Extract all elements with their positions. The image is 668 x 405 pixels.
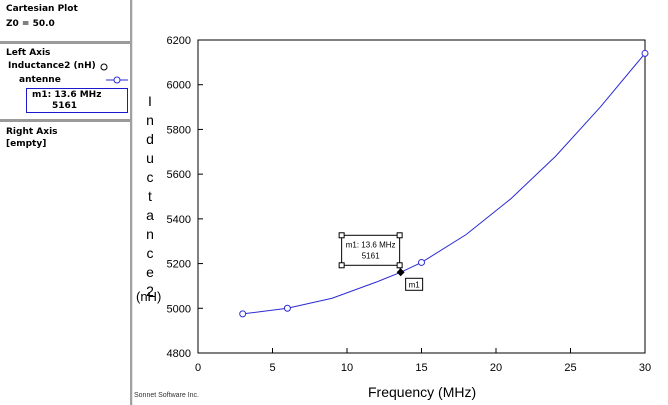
x-tick-label: 15	[415, 362, 427, 374]
panel-divider	[0, 119, 130, 122]
series-name[interactable]: antenne	[19, 75, 61, 85]
y-tick-label: 6200	[167, 35, 191, 47]
z0-label: Z0 = 50.0	[6, 19, 55, 29]
marker-readout-frequency: m1: 13.6 MHz	[32, 90, 102, 100]
panel-splitter[interactable]	[130, 0, 132, 405]
panel-divider	[0, 41, 130, 44]
marker-name-label: m1	[409, 280, 421, 289]
plot-frame	[197, 39, 646, 354]
annotation-resize-handle	[338, 232, 345, 239]
marker-diamond	[396, 268, 405, 277]
panel-splitter-highlight	[132, 0, 133, 405]
x-tick-label: 20	[490, 362, 502, 374]
left-axis-title: Left Axis	[6, 48, 51, 58]
x-tick-label: 10	[341, 362, 353, 374]
marker-readout-box[interactable]: m1: 13.6 MHz 5161	[26, 88, 128, 113]
y-axis-label-char: a	[146, 207, 154, 223]
series-line-icon	[106, 76, 128, 84]
circle-marker-icon	[100, 63, 108, 71]
y-axis-unit: (nH)	[136, 289, 162, 304]
series-point	[641, 49, 649, 57]
x-axis-label: Frequency (MHz)	[368, 384, 477, 400]
marker-readout-value: 5161	[52, 101, 78, 111]
marker-name-box	[405, 277, 424, 291]
y-tick-label: 5400	[167, 214, 191, 226]
left-axis-parameter[interactable]: Inductance2 (nH)	[8, 61, 96, 71]
marker-annotation-frequency: m1: 13.6 MHz	[346, 240, 396, 249]
series-point	[239, 310, 247, 318]
y-tick-label: 6000	[167, 80, 191, 92]
x-tick-label: 5	[269, 362, 275, 374]
annotation-resize-handle	[396, 232, 403, 239]
y-axis-label-char: n	[146, 226, 154, 242]
right-axis-empty-label: [empty]	[6, 139, 47, 149]
marker-annotation-value: 5161	[362, 251, 380, 260]
y-axis-label-char: c	[146, 169, 154, 185]
series-point	[283, 304, 291, 312]
legend-panel: Cartesian Plot Z0 = 50.0 Left Axis Induc…	[0, 0, 130, 405]
annotation-resize-handle	[338, 262, 345, 269]
x-tick-label: 25	[564, 362, 576, 374]
footer-credit: Sonnet Software Inc.	[134, 392, 199, 399]
y-axis-label-char: e	[146, 264, 154, 280]
y-axis-label-char: n	[146, 112, 154, 128]
plot-title: Cartesian Plot	[6, 4, 78, 14]
marker-annotation-box	[341, 234, 401, 266]
right-axis-title: Right Axis	[6, 127, 58, 137]
y-axis-label-char: u	[146, 150, 154, 166]
y-axis-label-char: 2	[146, 283, 154, 299]
annotation-resize-handle	[396, 262, 403, 269]
y-tick-label: 5000	[167, 303, 191, 315]
y-tick-label: 4800	[167, 348, 191, 360]
x-tick-label: 30	[639, 362, 651, 374]
y-tick-label: 5200	[167, 259, 191, 271]
y-axis-label-char: c	[146, 245, 154, 261]
y-axis-label-char: I	[148, 93, 152, 109]
y-axis-label-char: t	[148, 188, 152, 204]
y-tick-label: 5800	[167, 124, 191, 136]
x-tick-label: 0	[195, 362, 201, 374]
y-tick-label: 5600	[167, 169, 191, 181]
series-point	[418, 258, 425, 266]
y-axis-label-char: d	[146, 131, 154, 147]
series-line-antenne	[242, 53, 646, 315]
